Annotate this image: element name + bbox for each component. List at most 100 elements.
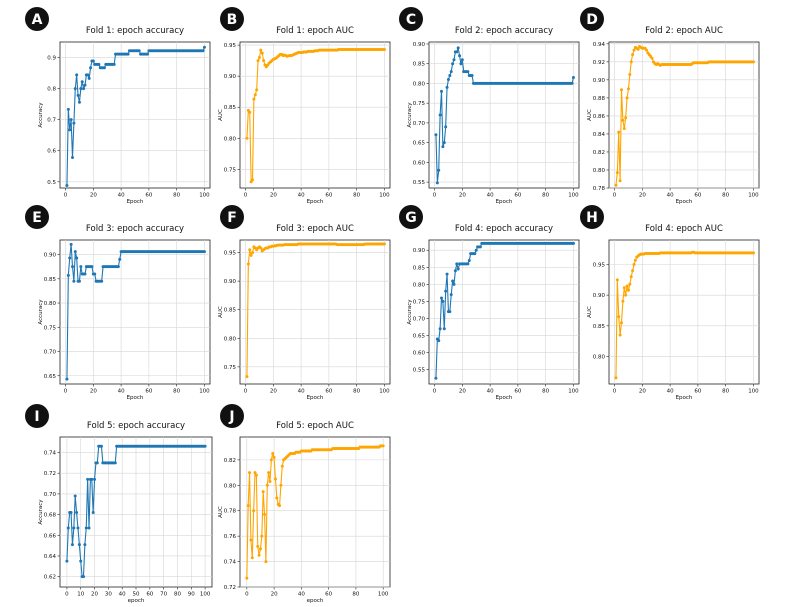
panel-letter: A	[32, 12, 43, 28]
data-point	[202, 45, 206, 49]
y-tick-label: 0.90	[224, 279, 237, 285]
data-point	[382, 242, 386, 246]
x-tick-label: 40	[298, 592, 305, 598]
y-tick-label: 0.72	[44, 471, 56, 477]
x-tick-label: 100	[199, 389, 210, 395]
data-point	[69, 118, 73, 122]
data-point	[382, 47, 386, 51]
panel-badge: A	[25, 7, 49, 31]
data-point	[77, 543, 81, 547]
data-point	[617, 130, 621, 134]
data-point	[113, 461, 117, 465]
x-tick-label: 60	[145, 389, 152, 395]
data-point	[280, 464, 284, 468]
x-tick-label: 80	[174, 592, 181, 598]
data-point	[446, 77, 450, 81]
y-tick-label: 0.90	[413, 42, 426, 48]
chart-title: Fold 5: epoch AUC	[276, 421, 354, 431]
data-point	[455, 262, 459, 266]
data-point	[75, 511, 79, 515]
data-point	[82, 87, 86, 91]
plot-area	[239, 239, 391, 385]
y-tick-label: 0.78	[593, 186, 606, 192]
x-tick-label: 60	[325, 193, 332, 199]
data-point	[72, 526, 76, 530]
y-tick-label: 0.90	[44, 253, 57, 259]
x-tick-label: 20	[90, 193, 97, 199]
x-tick-label: 60	[514, 193, 521, 199]
data-point	[203, 444, 207, 448]
panel-letter: B	[227, 12, 238, 28]
x-tick-label: 80	[173, 193, 180, 199]
data-point	[118, 257, 122, 261]
x-tick-label: 60	[694, 193, 701, 199]
data-point	[261, 490, 265, 494]
y-tick-label: 0.80	[413, 81, 426, 87]
data-point	[137, 49, 141, 53]
data-point	[650, 56, 654, 60]
x-tick-label: 20	[271, 592, 278, 598]
x-tick-label: 100	[199, 193, 210, 199]
panel-A: A 0 20 40 60 80 100 0.5 0.6 0.7 0.8 0.9 Fold 1: epoc…	[25, 7, 211, 205]
chart-title: Fold 5: epoch accuracy	[87, 421, 185, 431]
y-tick-label: 0.80	[224, 136, 237, 142]
y-axis-label: Accuracy	[407, 102, 413, 128]
x-axis-label: Epoch	[496, 199, 513, 205]
data-point	[253, 471, 257, 475]
y-axis-label: Accuracy	[407, 299, 413, 325]
data-point	[751, 60, 755, 64]
data-point	[76, 93, 80, 97]
x-tick-label: 0	[433, 389, 437, 395]
data-point	[93, 477, 97, 481]
data-point	[278, 504, 282, 508]
data-point	[70, 543, 74, 547]
data-point	[126, 52, 130, 56]
y-tick-label: 0.9	[47, 56, 56, 62]
y-tick-label: 0.5	[47, 180, 56, 186]
data-point	[452, 58, 456, 62]
data-point	[442, 141, 446, 145]
data-point	[79, 559, 83, 563]
data-point	[245, 576, 249, 580]
y-tick-label: 0.70	[44, 350, 57, 356]
y-tick-label: 0.62	[44, 575, 56, 581]
x-tick-label: 50	[133, 592, 140, 598]
plot-area	[608, 239, 760, 385]
data-point	[112, 62, 116, 66]
x-tick-label: 40	[667, 389, 674, 395]
panel-D: D 0 20 40 60 80 100 0.78 0.80 0.82 0.84 0.86 0.88 0.9…	[580, 7, 760, 205]
y-tick-label: 0.80	[593, 354, 606, 360]
data-point	[90, 265, 94, 269]
y-tick-label: 0.64	[44, 554, 57, 560]
x-tick-label: 100	[748, 193, 759, 199]
data-point	[442, 327, 446, 331]
series-markers	[245, 444, 385, 580]
data-point	[632, 263, 636, 267]
data-point	[632, 48, 636, 52]
data-point	[77, 279, 81, 283]
data-point	[68, 256, 72, 260]
data-point	[624, 293, 628, 297]
panel-badge: B	[220, 7, 244, 31]
data-point	[66, 273, 70, 277]
panel-H: H 0 20 40 60 80 100 0.80 0.85 0.90 0.95 Fold 4: epo…	[580, 205, 760, 401]
data-point	[87, 76, 91, 80]
series-markers	[65, 45, 206, 188]
x-tick-label: 60	[146, 592, 153, 598]
data-point	[628, 72, 632, 76]
data-point	[83, 543, 87, 547]
data-point	[631, 53, 635, 57]
series-markers	[614, 250, 755, 380]
x-tick-label: 80	[722, 389, 729, 395]
data-point	[448, 310, 452, 314]
data-point	[452, 282, 456, 286]
panel-badge: H	[580, 205, 604, 229]
panel-badge: C	[399, 7, 423, 31]
y-tick-label: 0.65	[44, 374, 57, 380]
data-point	[449, 70, 453, 74]
x-tick-label: 0	[64, 193, 68, 199]
x-tick-label: 20	[639, 389, 646, 395]
y-tick-label: 0.86	[593, 114, 606, 120]
data-point	[86, 477, 90, 481]
